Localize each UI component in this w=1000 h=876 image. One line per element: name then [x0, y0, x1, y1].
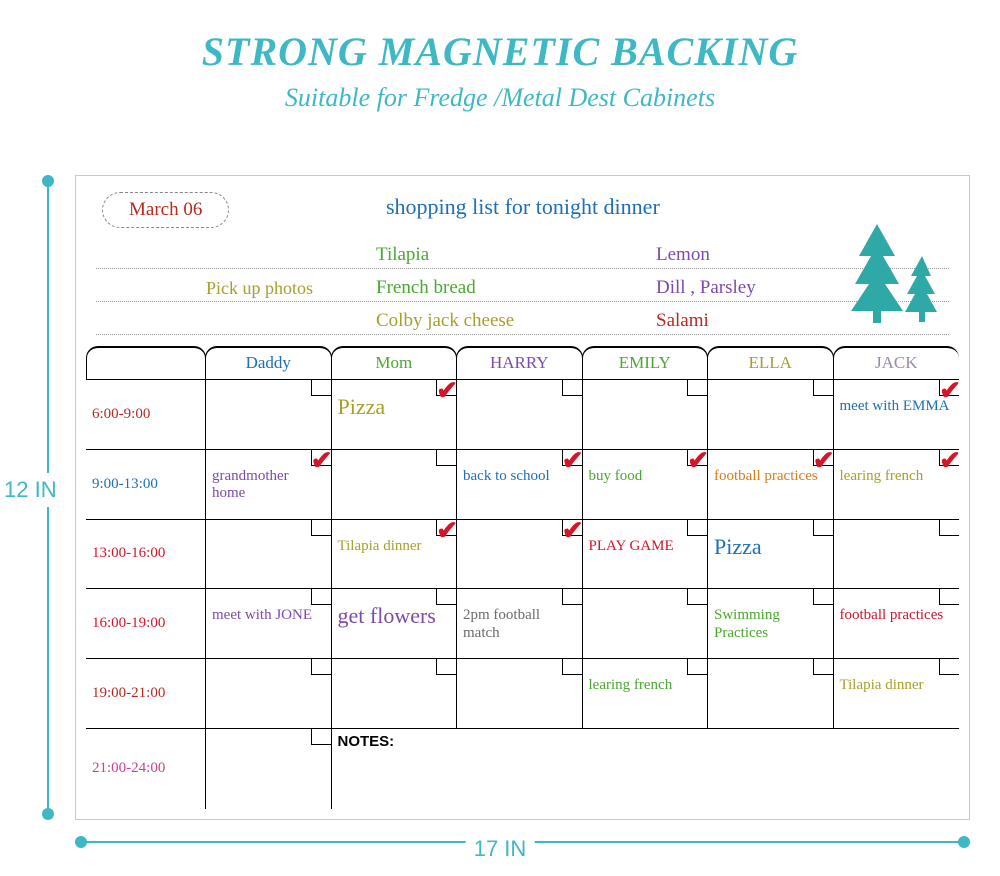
- cell-text: 2pm football match: [463, 607, 576, 642]
- header-col1-0: Tilapia: [376, 244, 429, 266]
- cell-r2-c2: ✔: [457, 520, 583, 590]
- cell-r5-c4: [708, 729, 834, 809]
- cell-r4-c2: [457, 659, 583, 729]
- header-col1-1: French bread: [376, 277, 476, 299]
- time-label-0: 6:00-9:00: [86, 380, 206, 450]
- cell-r1-c2: ✔back to school: [457, 450, 583, 520]
- cell-r0-c0: [206, 380, 332, 450]
- cell-text: meet with EMMA: [840, 398, 954, 415]
- cell-r4-c5: Tilapia dinner: [834, 659, 960, 729]
- cell-text: Tilapia dinner: [840, 677, 954, 694]
- header-col2-0: Lemon: [656, 244, 710, 266]
- date-pill: March 06: [102, 192, 229, 228]
- cell-text: learing french: [589, 677, 702, 694]
- cell-text: get flowers: [338, 603, 451, 628]
- time-label-1: 9:00-13:00: [86, 450, 206, 520]
- cell-text: PLAY GAME: [589, 538, 702, 555]
- check-icon: ✔: [939, 380, 959, 406]
- subtitle: Suitable for Fredge /Metal Dest Cabinets: [0, 83, 1000, 113]
- check-icon: ✔: [939, 450, 959, 476]
- cell-text: Pizza: [714, 534, 827, 559]
- cell-r4-c1: [332, 659, 458, 729]
- check-icon: ✔: [436, 380, 457, 406]
- cell-r0-c5: ✔meet with EMMA: [834, 380, 960, 450]
- cell-r3-c2: 2pm football match: [457, 589, 583, 659]
- cell-r0-c3: [583, 380, 709, 450]
- cell-r1-c1: [332, 450, 458, 520]
- cell-r3-c4: Swimming Practices: [708, 589, 834, 659]
- cell-r5-c0: [206, 729, 332, 809]
- main-title: STRONG MAGNETIC BACKING: [0, 28, 1000, 75]
- col-header-1: Mom: [331, 346, 458, 380]
- check-icon: ✔: [687, 450, 708, 476]
- col-header-4: ELLA: [707, 346, 834, 380]
- cell-r1-c5: ✔learing french: [834, 450, 960, 520]
- check-icon: ✔: [311, 450, 332, 476]
- grid-corner: [86, 346, 206, 380]
- cell-text: meet with JONE: [212, 607, 325, 624]
- check-icon: ✔: [562, 450, 583, 476]
- notes-label: NOTES:: [338, 733, 395, 750]
- check-icon: ✔: [562, 520, 583, 546]
- header-note-left: Pick up photos: [206, 278, 313, 299]
- cell-r0-c4: [708, 380, 834, 450]
- header-col2-2: Salami: [656, 310, 709, 332]
- cell-text: back to school: [463, 468, 576, 485]
- cell-r0-c1: ✔Pizza: [332, 380, 458, 450]
- time-label-3: 16:00-19:00: [86, 589, 206, 659]
- cell-r0-c2: [457, 380, 583, 450]
- header-col1-2: Colby jack cheese: [376, 310, 514, 332]
- dimension-width-label: 17 IN: [466, 836, 535, 862]
- cell-r5-c2: [457, 729, 583, 809]
- header-col2-1: Dill , Parsley: [656, 277, 756, 299]
- header-area: March 06 shopping list for tonight dinne…: [86, 186, 959, 336]
- cell-r5-c1: NOTES:: [332, 729, 458, 809]
- check-icon: ✔: [436, 520, 457, 546]
- cell-r2-c1: ✔Tilapia dinner: [332, 520, 458, 590]
- cell-r2-c5: [834, 520, 960, 590]
- cell-r1-c0: ✔grandmother home: [206, 450, 332, 520]
- cell-text: football practices: [714, 468, 827, 485]
- cell-r5-c3: [583, 729, 709, 809]
- cell-text: learing french: [840, 468, 954, 485]
- cell-r2-c0: [206, 520, 332, 590]
- whiteboard: March 06 shopping list for tonight dinne…: [75, 175, 970, 820]
- cell-r4-c0: [206, 659, 332, 729]
- col-header-2: HARRY: [456, 346, 583, 380]
- cell-text: grandmother home: [212, 468, 325, 503]
- cell-text: Tilapia dinner: [338, 538, 451, 555]
- cell-text: Pizza: [338, 394, 451, 419]
- cell-text: Swimming Practices: [714, 607, 827, 642]
- schedule-grid: Daddy Mom HARRY EMILY ELLA JACK 6:00-9:0…: [86, 346, 959, 809]
- col-header-5: JACK: [833, 346, 960, 380]
- cell-r5-c5: [834, 729, 960, 809]
- cell-r2-c4: Pizza: [708, 520, 834, 590]
- dimension-height-label: 12 IN: [4, 473, 57, 507]
- time-label-2: 13:00-16:00: [86, 520, 206, 590]
- cell-r3-c0: meet with JONE: [206, 589, 332, 659]
- col-header-3: EMILY: [582, 346, 709, 380]
- time-label-5: 21:00-24:00: [86, 729, 206, 809]
- check-icon: ✔: [813, 450, 834, 476]
- time-label-4: 19:00-21:00: [86, 659, 206, 729]
- cell-text: buy food: [589, 468, 702, 485]
- cell-text: football practices: [840, 607, 954, 624]
- col-header-0: Daddy: [205, 346, 332, 380]
- cell-r4-c4: [708, 659, 834, 729]
- cell-r3-c3: [583, 589, 709, 659]
- cell-r2-c3: PLAY GAME: [583, 520, 709, 590]
- cell-r4-c3: learing french: [583, 659, 709, 729]
- cell-r1-c4: ✔football practices: [708, 450, 834, 520]
- cell-r1-c3: ✔buy food: [583, 450, 709, 520]
- cell-r3-c1: get flowers: [332, 589, 458, 659]
- shopping-title: shopping list for tonight dinner: [386, 194, 660, 220]
- cell-r3-c5: football practices: [834, 589, 960, 659]
- tree-icon: [837, 216, 947, 326]
